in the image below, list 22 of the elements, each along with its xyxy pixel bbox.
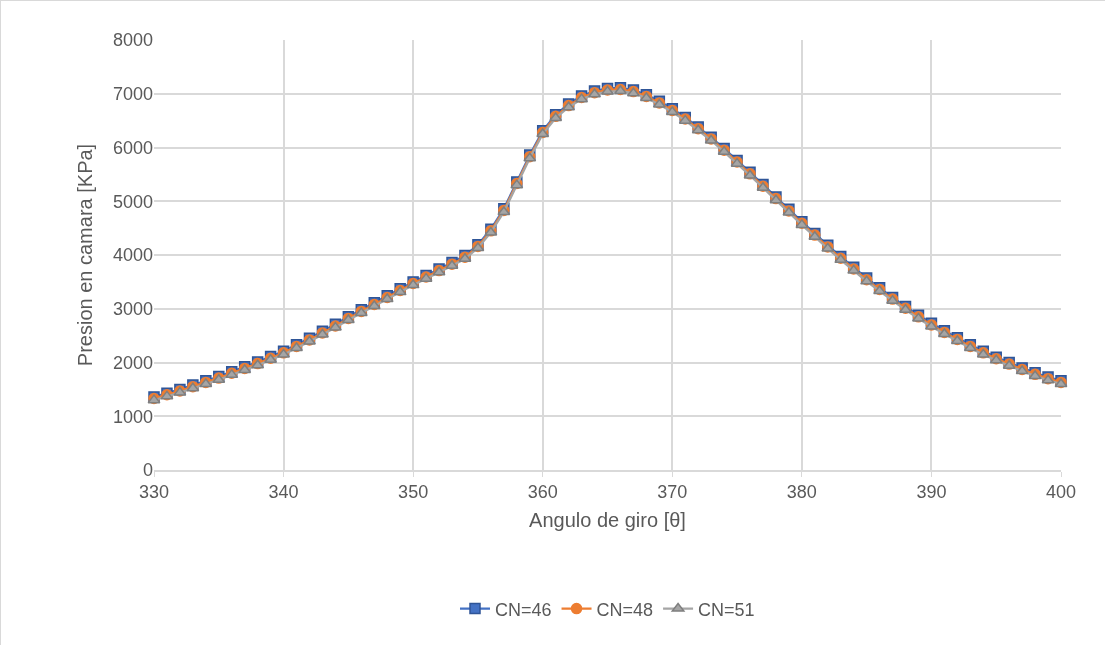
x-tick-label: 350 — [398, 482, 429, 503]
legend-label: CN=46 — [495, 599, 552, 620]
y-tick-label: 5000 — [112, 191, 153, 212]
x-tick-label: 330 — [138, 482, 170, 503]
y-tick-label: 6000 — [112, 137, 153, 158]
y-tick-label: 4000 — [112, 245, 153, 266]
legend-label: CN=51 — [698, 599, 755, 620]
x-tick-label: 340 — [268, 482, 299, 503]
x-tick-label: 380 — [786, 482, 817, 503]
x-tick-label: 360 — [527, 482, 558, 503]
y-tick-label: 0 — [142, 460, 153, 481]
y-tick-label: 8000 — [112, 30, 153, 51]
x-axis-title: Angulo de giro [θ] — [529, 509, 686, 532]
y-tick-label: 1000 — [112, 406, 153, 427]
y-axis-title: Presion en camara [KPa] — [74, 143, 97, 367]
y-tick-label: 7000 — [112, 84, 153, 105]
x-tick-label: 390 — [916, 482, 947, 503]
y-tick-label: 3000 — [112, 299, 153, 320]
x-tick-label: 400 — [1045, 482, 1077, 503]
legend-label: CN=48 — [596, 599, 654, 620]
y-tick-label: 2000 — [112, 352, 153, 373]
x-tick-label: 370 — [657, 482, 688, 503]
